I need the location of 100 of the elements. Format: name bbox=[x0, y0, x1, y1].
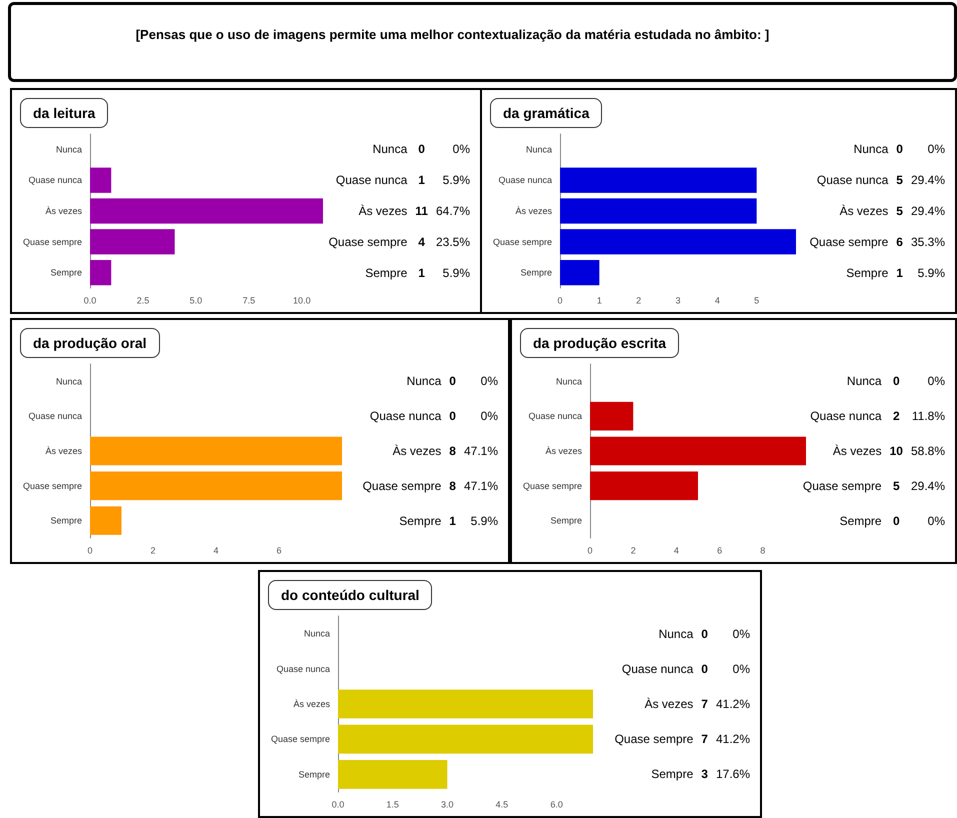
data-label: 5 bbox=[895, 202, 904, 220]
text: 0% bbox=[926, 373, 946, 390]
y-tick-label: Nunca bbox=[304, 628, 330, 639]
data-label: 0 bbox=[892, 373, 901, 390]
y-tick-label: Quase sempre bbox=[22, 480, 82, 491]
text: 5.9% bbox=[442, 172, 471, 190]
y-tick-label: Sempre bbox=[50, 516, 82, 526]
x-tick-label: 3 bbox=[675, 296, 681, 306]
y-tick-label: Nunca bbox=[56, 376, 82, 386]
data-label: 5 bbox=[892, 478, 901, 495]
y-tick-label: Às vezes bbox=[832, 442, 883, 460]
text: 29.4% bbox=[910, 478, 946, 495]
x-tick-label: 5.0 bbox=[190, 296, 202, 306]
x-tick-label: 0 bbox=[87, 546, 93, 556]
data-label: 4 bbox=[417, 234, 426, 251]
data-label: 1 bbox=[417, 264, 426, 282]
x-tick-label: 4 bbox=[674, 546, 679, 556]
category-label: Nunca bbox=[658, 626, 694, 641]
data-label: 0 bbox=[700, 660, 709, 678]
x-tick-label: 0 bbox=[557, 296, 563, 306]
category-label: Sempre bbox=[651, 767, 694, 782]
x-tick-label: 2 bbox=[630, 546, 636, 556]
text: 5.9% bbox=[470, 512, 499, 530]
text: 64.7% bbox=[434, 202, 471, 220]
y-tick-label: Às vezes bbox=[45, 446, 82, 456]
x-tick-label: 7.5 bbox=[242, 296, 256, 306]
data-label: 0 bbox=[448, 373, 457, 390]
chart-title: da gramática bbox=[490, 98, 602, 128]
x-tick-label: 4 bbox=[213, 546, 219, 556]
data-label: 7 bbox=[700, 731, 709, 748]
bar bbox=[590, 436, 806, 466]
text: 41.2% bbox=[714, 731, 751, 748]
y-tick-label: Sempre bbox=[364, 264, 408, 282]
text: 17.6% bbox=[714, 766, 751, 784]
data-label: 3 bbox=[700, 766, 709, 784]
x-tick-label: 5 bbox=[754, 296, 760, 306]
x-tick-label: 2.5 bbox=[136, 296, 150, 306]
data-label: 11 bbox=[414, 202, 429, 220]
y-tick-label: Quase sempre bbox=[270, 734, 330, 744]
x-tick-label: 6.0 bbox=[550, 800, 563, 810]
x-tick-label: 6 bbox=[717, 546, 722, 556]
text: 47.1% bbox=[462, 478, 499, 495]
bar bbox=[590, 402, 634, 430]
data-label: 1 bbox=[448, 512, 457, 530]
bar bbox=[590, 472, 698, 500]
data-label: 1 bbox=[417, 172, 426, 190]
x-tick-label: 2 bbox=[636, 296, 642, 306]
x-tick-label: 0.0 bbox=[332, 800, 344, 810]
y-tick-label: Quase nunca bbox=[28, 411, 82, 422]
y-tick-label: Quase sempre bbox=[328, 234, 408, 251]
bar bbox=[90, 229, 175, 254]
y-tick-label: Às vezes bbox=[515, 206, 552, 216]
text: 0% bbox=[452, 141, 471, 158]
data-label: 6 bbox=[895, 234, 904, 251]
text: 11.8% bbox=[910, 408, 946, 426]
data-label: 0 bbox=[417, 141, 426, 158]
x-tick-label: 4 bbox=[714, 296, 720, 306]
text: 29.4% bbox=[910, 172, 946, 190]
bar bbox=[90, 260, 112, 286]
text: 47.1% bbox=[462, 442, 499, 460]
y-tick-label: Quase nunca bbox=[334, 172, 408, 190]
category-label: Quase nunca bbox=[622, 662, 694, 676]
data-label: 0 bbox=[448, 408, 457, 426]
y-tick-label: Quase nunca bbox=[498, 175, 552, 186]
data-label: 1 bbox=[895, 264, 904, 282]
text: 5.9% bbox=[442, 264, 471, 282]
chart-title: do conteúdo cultural bbox=[268, 580, 432, 610]
x-tick-label: 2 bbox=[150, 546, 156, 556]
x-tick-label: 10.0 bbox=[293, 296, 311, 306]
text: 0% bbox=[926, 512, 946, 530]
data-label: 0 bbox=[700, 626, 709, 643]
data-label: 2 bbox=[892, 408, 901, 426]
bar bbox=[560, 168, 757, 193]
bar bbox=[560, 229, 796, 254]
category-label: Às vezes bbox=[392, 444, 442, 458]
x-tick-label: 3.0 bbox=[441, 800, 454, 810]
data-label: 0 bbox=[892, 512, 901, 530]
chart-title: da produção oral bbox=[20, 328, 160, 358]
data-label: 8 bbox=[448, 478, 457, 495]
bar bbox=[90, 168, 112, 193]
x-tick-label: 1.5 bbox=[386, 800, 399, 810]
x-tick-label: 6 bbox=[276, 546, 282, 556]
y-tick-label: Sempre bbox=[838, 512, 883, 530]
x-tick-label: 1 bbox=[596, 296, 602, 306]
text: 0% bbox=[926, 141, 946, 158]
bar bbox=[560, 198, 757, 224]
x-tick-label: 0 bbox=[587, 546, 593, 556]
text: 35.3% bbox=[910, 234, 946, 251]
text: 0% bbox=[732, 626, 751, 643]
chart-title: da produção escrita bbox=[520, 328, 680, 358]
text: 0% bbox=[732, 660, 751, 678]
text: 29.4% bbox=[910, 202, 946, 220]
y-tick-label: Quase sempre bbox=[802, 478, 883, 495]
y-tick-label: Sempre bbox=[520, 268, 552, 278]
x-tick-label: 0.0 bbox=[84, 296, 96, 306]
y-tick-label: Quase sempre bbox=[492, 236, 552, 247]
category-label: Quase sempre bbox=[614, 732, 694, 746]
text: 0% bbox=[480, 408, 499, 426]
y-tick-label: Nunca bbox=[526, 144, 552, 154]
data-label: 5 bbox=[895, 172, 904, 190]
